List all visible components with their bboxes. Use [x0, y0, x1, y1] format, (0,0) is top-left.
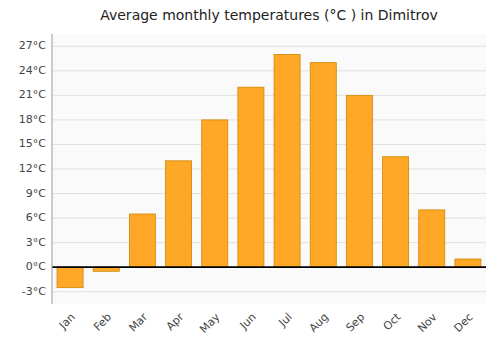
- y-tick-label: 9°C: [26, 187, 46, 200]
- grid-line: [52, 70, 486, 71]
- x-tick-label: Jan: [56, 311, 78, 333]
- bar: [57, 267, 83, 287]
- x-tick-label: Aug: [307, 311, 331, 335]
- x-tick-label: Sep: [343, 311, 367, 335]
- y-tick-label: 0°C: [26, 260, 46, 273]
- grid-line: [52, 193, 486, 194]
- x-tick-label: Jun: [237, 311, 259, 333]
- bar: [346, 95, 372, 267]
- bar: [238, 87, 264, 267]
- bar: [274, 54, 300, 267]
- grid-line: [52, 169, 486, 170]
- bar: [419, 210, 445, 267]
- grid-line: [52, 119, 486, 120]
- bar: [310, 63, 336, 268]
- bar: [455, 259, 481, 267]
- baseline: [52, 266, 486, 268]
- y-tick-label: 27°C: [19, 39, 46, 52]
- grid-line: [52, 291, 486, 292]
- bar: [202, 120, 228, 267]
- y-tick-label: 18°C: [19, 113, 46, 126]
- y-tick-label: -3°C: [22, 285, 46, 298]
- y-tick-label: 24°C: [19, 64, 46, 77]
- x-tick-label: Feb: [91, 311, 114, 334]
- x-tick-label: Dec: [451, 311, 475, 335]
- y-tick-label: 21°C: [19, 88, 46, 101]
- y-tick-label: 3°C: [26, 236, 46, 249]
- x-tick-label: Apr: [164, 310, 187, 333]
- x-tick-label: Nov: [415, 310, 440, 335]
- grid-line: [52, 267, 486, 268]
- title: Average monthly temperatures (°C ) in Di…: [100, 7, 438, 23]
- bar: [129, 214, 155, 267]
- y-tick-label: 15°C: [19, 137, 46, 150]
- grid-line: [52, 95, 486, 96]
- plot-area: [52, 34, 486, 304]
- chart: -3°C 0°C 3°C 6°C 9°C 12°C 15°C 18°C 21°C 24°C 27°C…: [0, 0, 500, 350]
- grid-line: [52, 144, 486, 145]
- y-tick-label: 12°C: [19, 162, 46, 175]
- bar: [166, 161, 192, 267]
- x-tick-label: Oct: [381, 310, 404, 333]
- x-tick-label: May: [197, 310, 223, 336]
- y-tick-label: 6°C: [26, 211, 46, 224]
- bar: [383, 157, 409, 267]
- y-axis-line: [52, 34, 53, 304]
- x-tick-label: Jul: [276, 311, 295, 330]
- x-tick-label: Mar: [126, 310, 150, 334]
- grid-line: [52, 46, 486, 47]
- bars: [57, 54, 481, 287]
